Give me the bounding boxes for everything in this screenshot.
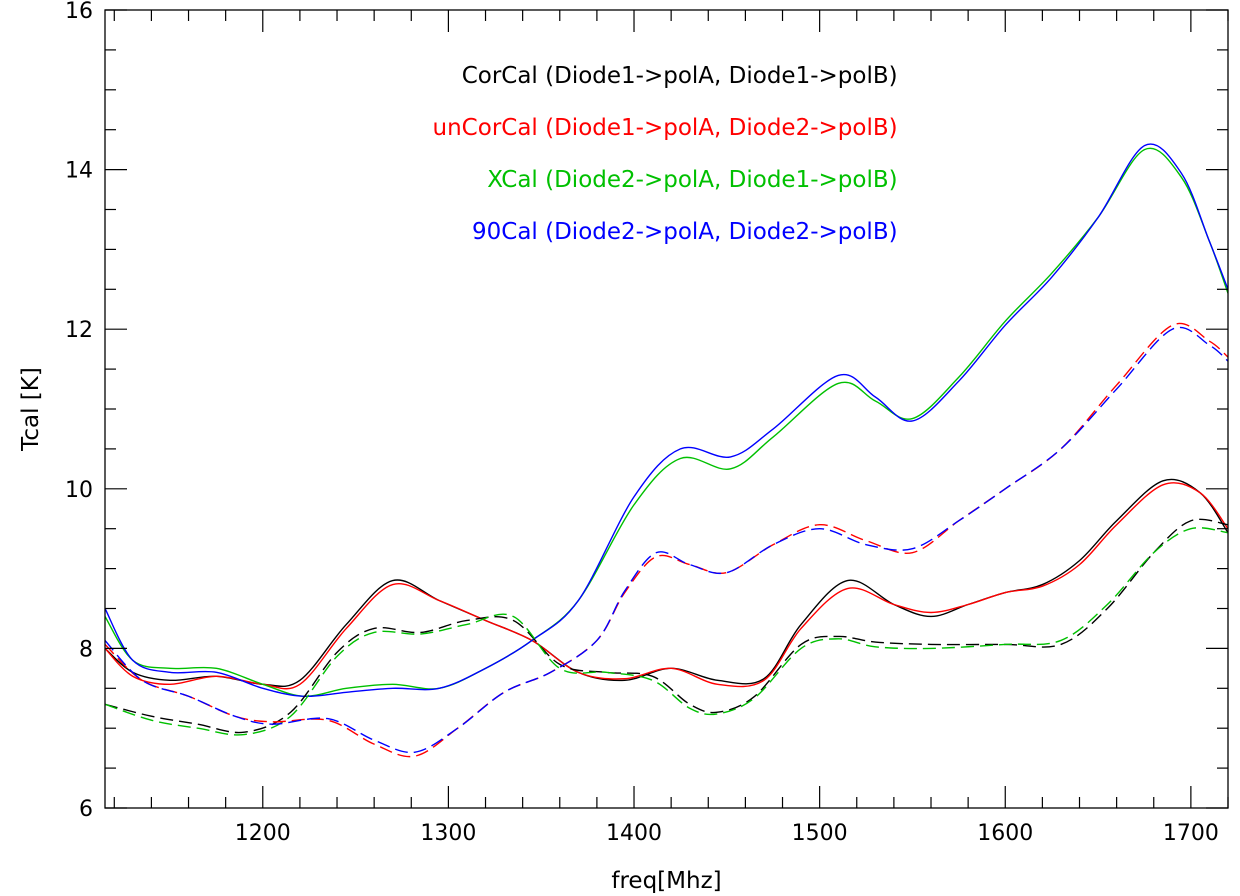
series-line-7-dashed [105,322,1228,758]
x-tick-label: 1400 [606,821,662,846]
series-group [105,143,1228,758]
x-tick-label: 1500 [792,821,848,846]
y-tick-label: 14 [65,159,93,184]
legend-entry-2: unCorCal (Diode1->polA, Diode2->polB) [433,115,898,141]
legend: CorCal (Diode1->polA, Diode1->polB) unCor… [433,63,898,245]
ticks-group [105,9,1229,809]
plot-frame [104,9,1229,809]
series-line-2-solid [105,482,1228,690]
series-line-8-dashed [105,326,1228,754]
series-line-6-dashed [105,527,1228,736]
series-line-1-solid [105,478,1228,688]
y-tick-label: 16 [65,0,93,24]
x-tick-label: 1700 [1163,821,1219,846]
y-tick-label: 12 [65,318,93,343]
y-tick-label: 6 [79,797,93,822]
tick-labels-group: 1200 1300 1400 1500 1600 1700 6 8 10 12 14 16 [65,0,1219,846]
y-tick-label: 10 [65,478,93,503]
legend-entry-1: CorCal (Diode1->polA, Diode1->polB) [462,63,898,89]
legend-entry-4: 90Cal (Diode2->polA, Diode2->polB) [472,219,898,245]
legend-entry-3: XCal (Diode2->polA, Diode1->polB) [487,167,897,193]
x-tick-label: 1600 [977,821,1033,846]
y-axis-title: Tcal [K] [18,367,44,452]
y-tick-label: 8 [79,637,93,662]
series-line-4-solid [105,143,1228,698]
x-axis-title: freq[Mhz] [611,868,721,894]
x-tick-label: 1300 [420,821,476,846]
x-tick-label: 1200 [235,821,291,846]
